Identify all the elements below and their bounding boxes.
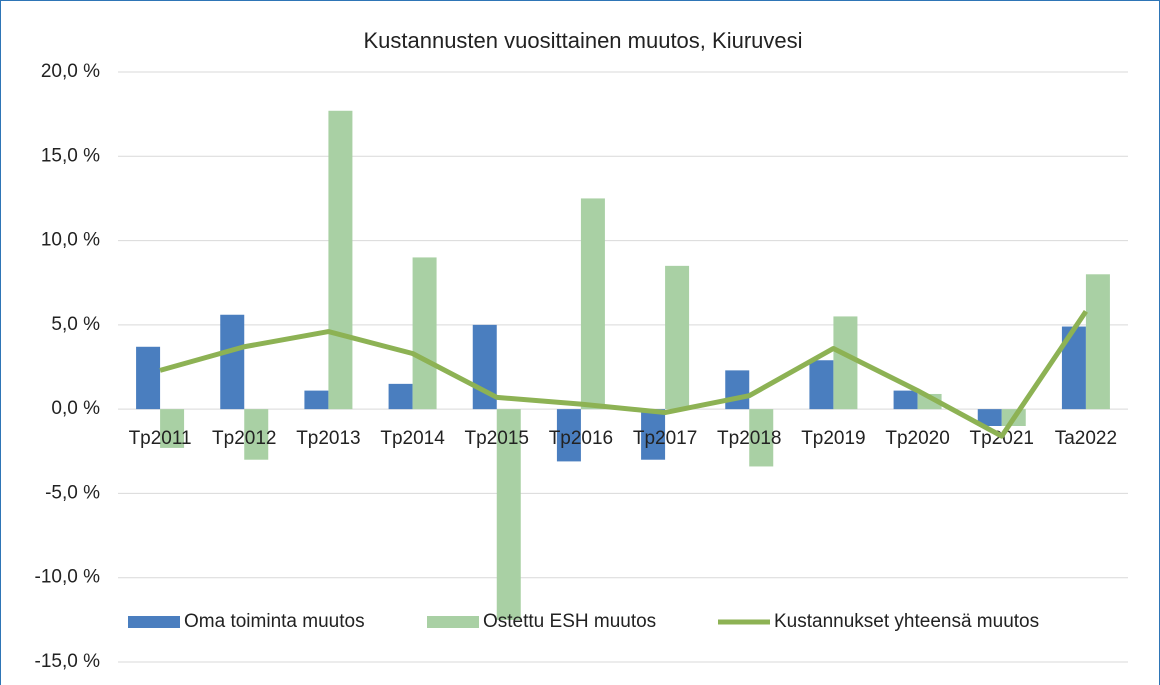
- legend-label: Oma toiminta muutos: [184, 611, 365, 632]
- bar: [160, 409, 185, 448]
- bar: [641, 409, 666, 460]
- x-tick-label: Tp2014: [380, 428, 445, 449]
- legend-label: Ostettu ESH muutos: [483, 611, 656, 632]
- bar: [725, 370, 750, 410]
- bar: [977, 409, 1002, 426]
- bar: [665, 265, 690, 410]
- legend-label: Kustannukset yhteensä muutos: [774, 611, 1039, 632]
- bar: [304, 390, 329, 410]
- bar: [496, 409, 521, 620]
- line: [159, 309, 1088, 439]
- bar: [1085, 274, 1110, 410]
- y-tick-label: 15,0 %: [41, 145, 100, 166]
- x-tick-label: Tp2013: [296, 428, 360, 449]
- y-tick-label: 20,0 %: [41, 61, 100, 82]
- x-tick-label: Tp2012: [212, 428, 276, 449]
- bar: [833, 316, 858, 410]
- bar: [749, 409, 774, 467]
- x-tick-label: Tp2011: [129, 428, 192, 449]
- bar: [556, 409, 581, 462]
- y-tick-label: 5,0 %: [51, 314, 100, 335]
- bar: [412, 257, 437, 410]
- y-tick-label: 10,0 %: [41, 230, 100, 251]
- y-tick-label: -15,0 %: [35, 651, 101, 672]
- bar: [220, 314, 245, 410]
- chart-title: Kustannusten vuosittainen muutos, Kiuruv…: [363, 28, 802, 53]
- legend-swatch: [427, 616, 479, 628]
- x-tick-label: Tp2015: [465, 428, 529, 449]
- y-tick-label: -5,0 %: [45, 482, 100, 503]
- bar: [244, 409, 269, 460]
- x-tick-label: Tp2018: [717, 428, 781, 449]
- bar: [388, 383, 413, 410]
- bar: [136, 346, 161, 410]
- y-tick-label: 0,0 %: [51, 398, 100, 419]
- x-tick-label: Tp2021: [970, 428, 1034, 449]
- bar: [809, 360, 834, 410]
- x-tick-label: Tp2016: [549, 428, 613, 449]
- x-tick-label: Tp2019: [801, 428, 865, 449]
- y-tick-label: -10,0 %: [35, 567, 101, 588]
- x-tick-label: Tp2020: [885, 428, 949, 449]
- legend-swatch: [128, 616, 180, 628]
- bar: [893, 390, 918, 410]
- x-tick-label: Ta2022: [1055, 428, 1117, 449]
- bar: [328, 110, 353, 410]
- bar: [580, 198, 605, 410]
- x-tick-label: Tp2017: [633, 428, 697, 449]
